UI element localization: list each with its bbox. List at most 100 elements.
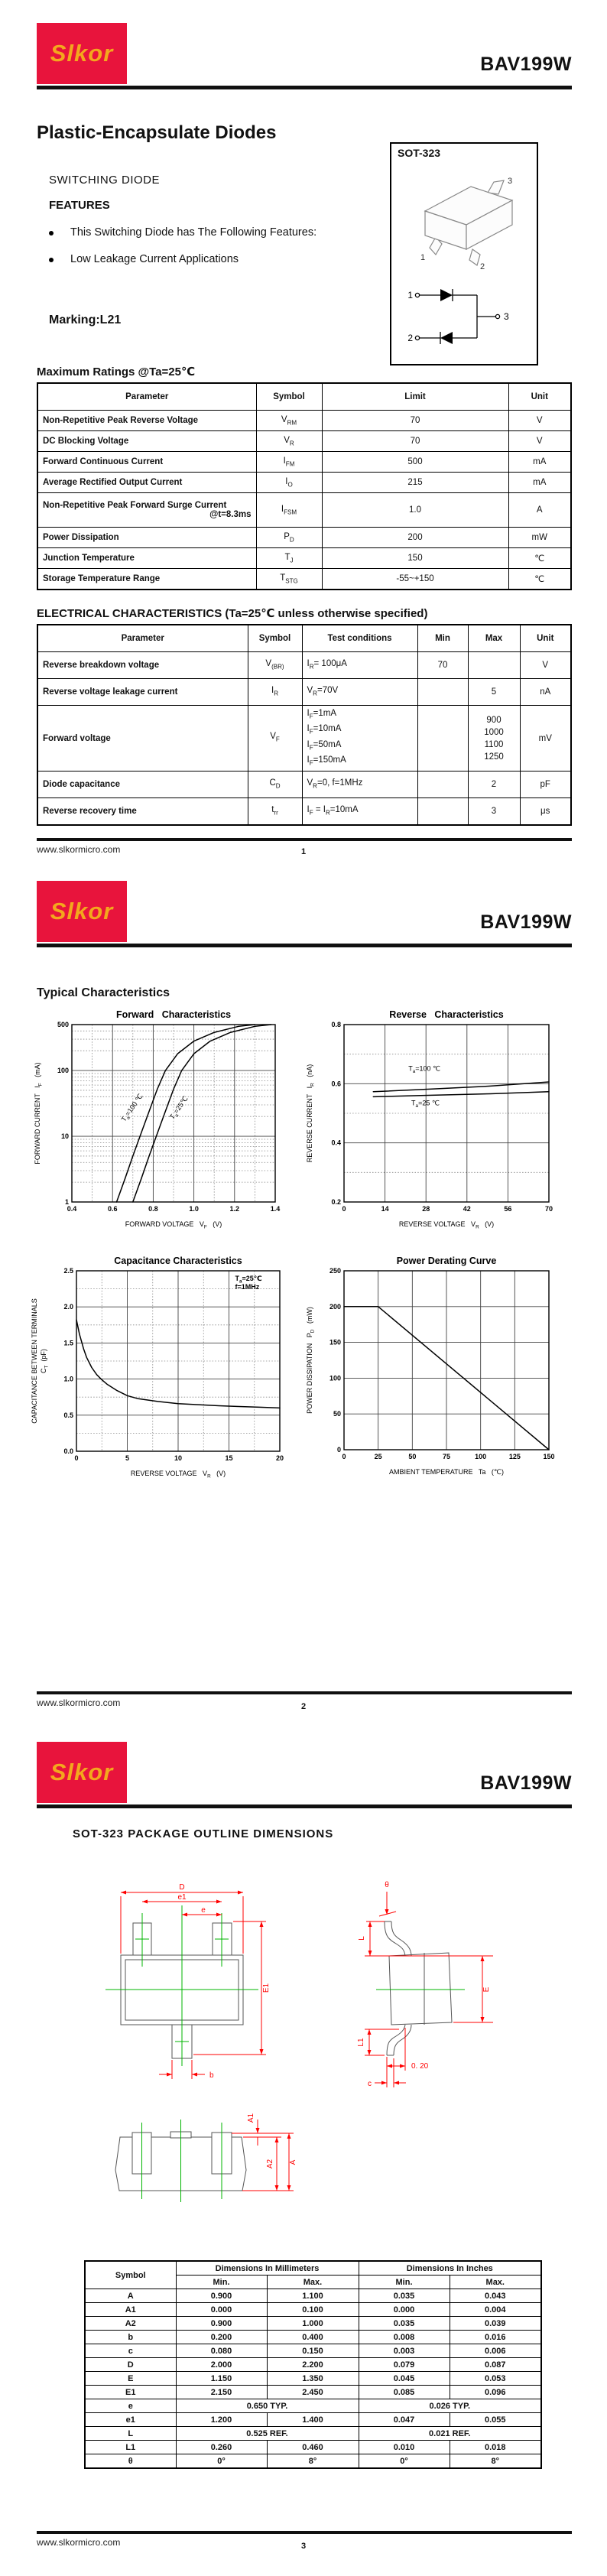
in-max-cell: 0.087 [449,2357,542,2372]
unit-cell: mW [508,527,572,548]
svg-text:Reverse Characteristics: Reverse Characteristics [389,1009,503,1020]
min-cell: 70 [417,651,469,679]
header-rule [37,944,572,947]
typical-characteristics-heading: Typical Characteristics [37,986,170,999]
svg-text:70: 70 [545,1205,553,1213]
brand-logo-text: Slkor [50,40,114,67]
svg-text:0: 0 [342,1205,346,1213]
diode1-symbol [440,289,453,301]
in-min-cell: 0.000 [358,2302,450,2317]
limit-cell: 500 [321,451,509,473]
mm-min-cell: 0.260 [175,2440,268,2454]
mm-min-cell: 0.000 [175,2302,268,2317]
part-number: BAV199W [480,54,572,75]
col-symbol: Symbol [84,2260,177,2289]
marking: Marking:L21 [49,313,122,326]
col-symbol: Symbol [247,624,303,652]
in-max-cell: 0.006 [449,2344,542,2358]
svg-text:0.6: 0.6 [108,1205,118,1213]
in-max-cell: 0.016 [449,2330,542,2344]
reverse-characteristics-chart: 0 14 28 42 56 70 0.2 0.4 0.6 0.8 Reverse Character… [301,1008,557,1237]
max-ratings-row: Non-Repetitive Peak Reverse Voltage VRM 70… [37,410,572,431]
page-number: 1 [300,847,307,856]
limit-cell: 70 [321,410,509,431]
limit-cell: 215 [321,472,509,493]
power-derating-chart: 0 25 50 75 100 125 150 0 50 100 150 200 250 Power Der… [301,1254,557,1485]
parameter-cell: DC Blocking Voltage [37,430,257,452]
in-max-cell: 0.053 [449,2371,542,2386]
parameter-cell: Power Dissipation [37,527,257,548]
svg-text:Ta=100 ℃: Ta=100 ℃ [408,1065,440,1075]
svg-text:10: 10 [174,1454,182,1462]
symbol-cell: A [84,2289,177,2303]
symbol-cell: VRM [255,410,323,431]
features-heading: FEATURES [49,199,110,212]
in-span-cell: 0.021 REF. [358,2426,542,2441]
mm-max-cell: 0.150 [266,2344,359,2358]
package-outline-heading: SOT-323 PACKAGE OUTLINE DIMENSIONS [73,1827,334,1840]
top-view-dimensions [120,1890,266,2079]
svg-text:56: 56 [504,1205,511,1213]
svg-text:500: 500 [57,1021,69,1028]
col-in-min: Min. [358,2275,450,2289]
col-symbol: Symbol [255,382,323,411]
bullet-icon [49,231,54,236]
in-min-cell: 0.045 [358,2371,450,2386]
in-max-cell: 0.055 [449,2412,542,2427]
electrical-heading: ELECTRICAL CHARACTERISTICS (Ta=25℃ unles… [37,607,428,620]
parameter-cell: Junction Temperature [37,547,257,569]
dimension-row: E 1.150 1.350 0.045 0.053 [84,2371,542,2386]
col-limit: Limit [321,382,509,411]
svg-text:0.8: 0.8 [331,1021,341,1028]
footer-rule [37,1691,572,1694]
dim-A-label: A [289,2159,297,2165]
dimension-row: e1 1.200 1.400 0.047 0.055 [84,2412,542,2427]
footer-website: www.slkormicro.com [37,2537,121,2548]
dimension-row: A 0.900 1.100 0.035 0.043 [84,2289,542,2303]
symbol-cell: e1 [84,2412,177,2427]
schematic-pin2-label: 2 [407,333,413,343]
dimension-row: E1 2.150 2.450 0.085 0.096 [84,2385,542,2399]
svg-text:FORWARD VOLTAGE VF (V): FORWARD VOLTAGE VF (V) [125,1220,222,1230]
footer-rule [37,838,572,841]
feature-text: Low Leakage Current Applications [70,253,239,265]
max-ratings-row: DC Blocking Voltage VR 70 V [37,430,572,452]
conditions-cell: VR=70V [301,678,418,706]
svg-text:15: 15 [225,1454,232,1462]
dim-b-label: b [209,2071,214,2080]
in-max-cell: 8° [449,2454,542,2469]
dim-E1-label: E1 [262,1983,271,1993]
electrical-row: Reverse voltage leakage current IR VR=70V 5… [37,678,572,706]
max-ratings-table: Parameter Symbol Limit Unit Non-Repetiti… [37,382,572,590]
pin2-label: 2 [480,262,485,271]
table-header-row: Parameter Symbol Limit Unit [37,382,572,411]
svg-text:75: 75 [443,1453,450,1460]
footer-website: www.slkormicro.com [37,1697,121,1708]
symbol-cell: IFSM [255,492,323,528]
svg-text:150: 150 [543,1453,554,1460]
in-min-cell: 0.008 [358,2330,450,2344]
min-cell [417,771,469,799]
footer-website: www.slkormicro.com [37,844,121,855]
document-title: Plastic-Encapsulate Diodes [37,122,277,143]
bullet-icon [49,258,54,262]
package-outline-drawing: D e1 e E1 b [105,1881,493,2202]
dim-020-label: 0. 20 [411,2062,429,2071]
feature-item: Low Leakage Current Applications [46,253,375,265]
mm-max-cell: 2.450 [266,2385,359,2399]
svg-text:AMBIENT TEMPERATURE Ta (℃): AMBIENT TEMPERATURE Ta (℃) [389,1468,504,1476]
symbol-cell: θ [84,2454,177,2469]
svg-text:50: 50 [333,1410,341,1418]
parameter-cell: Forward Continuous Current [37,451,257,473]
col-max: Max [467,624,521,652]
col-unit: Unit [519,624,572,652]
col-unit: Unit [508,382,572,411]
package-box: SOT-323 3 1 2 [390,142,538,365]
symbol-cell: D [84,2357,177,2372]
svg-text:Ta=25℃: Ta=25℃ [235,1275,261,1285]
schematic-pin1-label: 1 [407,290,413,300]
mm-min-cell: 0.200 [175,2330,268,2344]
svg-text:Ta=25 ℃: Ta=25 ℃ [411,1100,440,1109]
svg-text:20: 20 [276,1454,284,1462]
symbol-cell: c [84,2344,177,2358]
